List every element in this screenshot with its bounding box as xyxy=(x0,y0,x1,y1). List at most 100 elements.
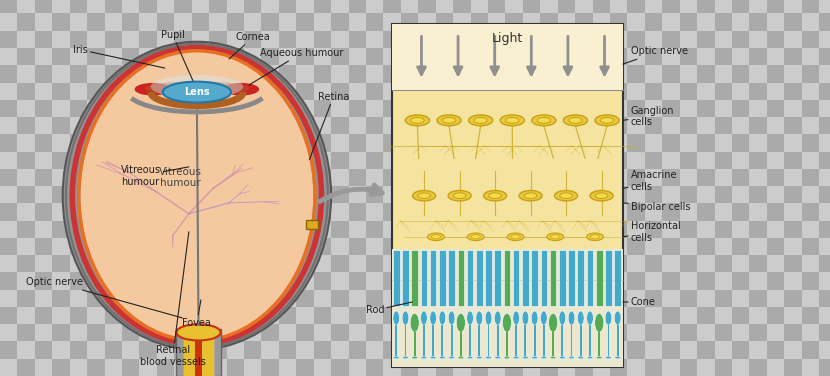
Bar xyxy=(534,325,535,356)
Bar xyxy=(819,341,830,359)
Bar xyxy=(244,100,261,117)
Bar xyxy=(662,255,680,273)
Bar xyxy=(349,83,366,100)
Circle shape xyxy=(597,356,602,359)
Text: Iris: Iris xyxy=(73,45,164,68)
Bar xyxy=(627,290,645,307)
Bar xyxy=(87,100,105,117)
Bar xyxy=(105,48,122,65)
Bar xyxy=(174,152,192,169)
Bar xyxy=(523,100,540,117)
Circle shape xyxy=(541,356,547,359)
Bar xyxy=(349,238,366,255)
Bar xyxy=(662,203,680,221)
Bar xyxy=(767,324,784,341)
Bar xyxy=(349,203,366,221)
Bar xyxy=(52,255,70,273)
Bar xyxy=(471,152,488,169)
Bar xyxy=(244,290,261,307)
Bar xyxy=(558,14,575,31)
Bar xyxy=(436,341,453,359)
Bar xyxy=(383,290,401,307)
Bar xyxy=(662,307,680,324)
Bar xyxy=(393,249,622,367)
Circle shape xyxy=(550,235,560,239)
Bar xyxy=(383,0,401,14)
Bar xyxy=(122,152,139,169)
Bar xyxy=(436,255,453,273)
Bar xyxy=(732,31,749,48)
Bar xyxy=(819,152,830,169)
Bar xyxy=(52,221,70,238)
Bar xyxy=(488,341,505,359)
Bar xyxy=(244,221,261,238)
Bar xyxy=(70,100,87,117)
Bar xyxy=(261,307,279,324)
Bar xyxy=(488,359,505,376)
Bar xyxy=(749,83,767,100)
Circle shape xyxy=(403,356,408,359)
Bar xyxy=(523,83,540,100)
Bar xyxy=(466,250,473,306)
Bar xyxy=(662,48,680,65)
Bar xyxy=(523,324,540,341)
Bar xyxy=(261,14,279,31)
Circle shape xyxy=(449,356,454,359)
Bar xyxy=(575,203,593,221)
Bar xyxy=(453,83,471,100)
Circle shape xyxy=(547,233,564,241)
Circle shape xyxy=(590,191,613,201)
Bar xyxy=(70,255,87,273)
Bar xyxy=(819,117,830,134)
Circle shape xyxy=(569,356,574,359)
Circle shape xyxy=(532,356,537,359)
Bar xyxy=(715,273,732,290)
Bar xyxy=(767,255,784,273)
Bar xyxy=(192,203,209,221)
Circle shape xyxy=(458,356,464,359)
Bar xyxy=(122,273,139,290)
Bar xyxy=(279,31,296,48)
Bar xyxy=(575,255,593,273)
Bar xyxy=(17,238,35,255)
Bar xyxy=(401,100,418,117)
Bar xyxy=(749,0,767,14)
Bar xyxy=(314,307,331,324)
Bar xyxy=(732,65,749,83)
Bar xyxy=(767,221,784,238)
Bar xyxy=(436,186,453,203)
Bar xyxy=(505,48,523,65)
Bar xyxy=(209,0,227,14)
Bar xyxy=(105,31,122,48)
Bar xyxy=(784,65,802,83)
Text: Bipolar cells: Bipolar cells xyxy=(622,202,691,212)
Bar xyxy=(105,341,122,359)
Bar xyxy=(610,359,627,376)
Bar xyxy=(227,273,244,290)
Bar xyxy=(732,324,749,341)
Bar xyxy=(593,273,610,290)
Bar xyxy=(436,100,453,117)
Bar xyxy=(627,169,645,186)
Bar xyxy=(575,14,593,31)
Bar xyxy=(139,0,157,14)
Bar xyxy=(436,221,453,238)
Bar xyxy=(296,152,314,169)
Bar xyxy=(540,0,558,14)
Bar xyxy=(349,14,366,31)
Bar xyxy=(227,65,244,83)
Bar xyxy=(569,250,575,306)
Bar xyxy=(523,359,540,376)
Bar xyxy=(697,307,715,324)
Bar xyxy=(819,359,830,376)
Bar xyxy=(697,14,715,31)
Bar xyxy=(488,48,505,65)
Bar xyxy=(70,117,87,134)
Bar xyxy=(505,169,523,186)
Bar xyxy=(261,83,279,100)
Bar xyxy=(488,290,505,307)
Bar xyxy=(697,169,715,186)
Bar xyxy=(401,324,418,341)
Bar xyxy=(401,48,418,65)
Bar xyxy=(227,186,244,203)
